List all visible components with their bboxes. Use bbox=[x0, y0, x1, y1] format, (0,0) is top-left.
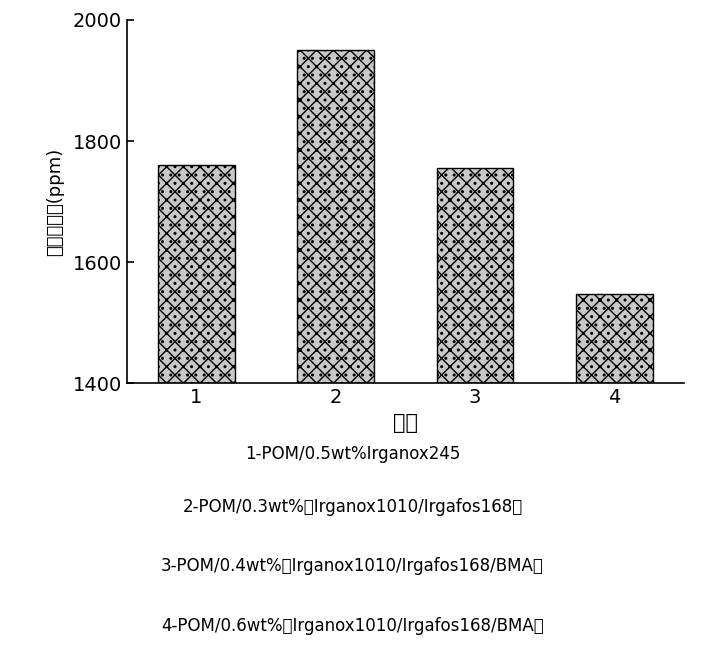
Bar bbox=[158, 165, 235, 383]
X-axis label: 试样: 试样 bbox=[393, 413, 418, 433]
Text: 2-POM/0.3wt%（Irganox1010/Irgafos168）: 2-POM/0.3wt%（Irganox1010/Irgafos168） bbox=[183, 498, 522, 516]
Bar bbox=[298, 50, 374, 383]
Text: 1-POM/0.5wt%Irganox245: 1-POM/0.5wt%Irganox245 bbox=[245, 445, 460, 463]
Y-axis label: 甲醇释放量(ppm): 甲醇释放量(ppm) bbox=[47, 147, 64, 256]
Text: 4-POM/0.6wt%（Irganox1010/Irgafos168/BMA）: 4-POM/0.6wt%（Irganox1010/Irgafos168/BMA） bbox=[161, 617, 544, 635]
Bar bbox=[576, 293, 653, 383]
Text: 3-POM/0.4wt%（Irganox1010/Irgafos168/BMA）: 3-POM/0.4wt%（Irganox1010/Irgafos168/BMA） bbox=[161, 557, 544, 575]
Bar bbox=[436, 169, 513, 383]
